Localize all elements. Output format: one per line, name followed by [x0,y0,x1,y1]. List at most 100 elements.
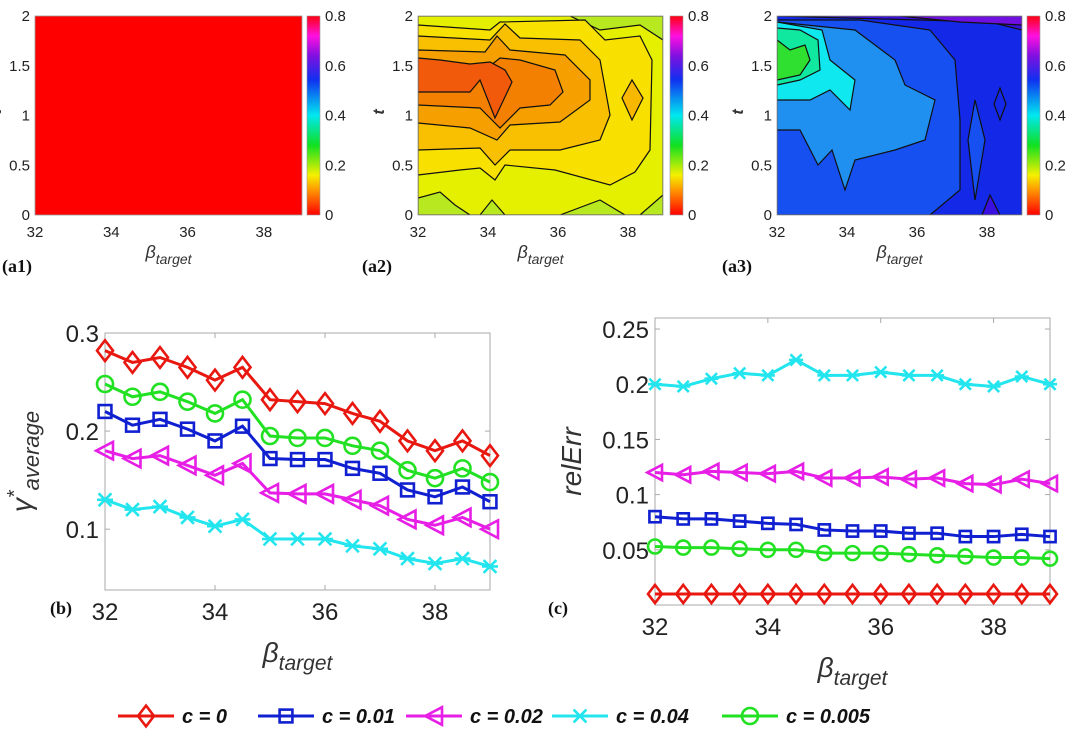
diamond-marker [815,582,833,606]
series-c-0-04 [648,353,1057,393]
y-tick-label: 0.2 [616,372,649,399]
triangle-marker [926,468,946,488]
y-tick-label: 0.05 [602,538,649,565]
triangle-marker [898,469,918,490]
triangle-marker [870,467,890,487]
series-line [654,515,1051,539]
y-tick-label: 0 [764,207,772,224]
x-marker [152,499,168,514]
triangle-marker [644,462,664,483]
colorbar-tick-label: 0.2 [1045,157,1066,174]
circle-marker [872,544,890,562]
circle-marker [370,441,390,461]
x-marker [901,368,916,382]
triangle-marker [1039,473,1059,494]
triangle-marker [230,452,252,475]
panel-a2-axes: 32 34 36 38 0 0.5 1 1.5 2 t βtarget (a2) 0 0.2 0.4 0.6 0… [362,8,709,277]
square-marker [454,479,471,495]
legend-entry: c = 0.04 [552,706,689,728]
x-label-subscript: target [887,251,924,267]
triangle-marker [478,518,500,541]
diamond-marker [702,582,721,606]
triangle-marker [813,468,833,488]
circle-marker [398,461,417,480]
y-tick-label: 0.5 [392,157,413,174]
plot-frame [654,317,1051,606]
x-marker [97,492,113,508]
diamond-marker [731,582,749,606]
colorbar-tick-label: 0.6 [1045,58,1066,75]
plot-frame [34,15,303,216]
circle-marker [759,541,777,559]
square-marker [732,514,747,529]
colorbar-tick-label: 0.4 [688,108,709,125]
diamond-marker [674,582,692,606]
triangle-marker [395,508,417,531]
square-marker [704,511,719,526]
x-marker [1014,369,1029,384]
plot-frame [776,15,1023,216]
x-tick-label: 34 [202,599,229,626]
x-marker [648,377,662,391]
square-marker [676,511,691,526]
circle-marker [703,539,720,556]
y-label-symbol: γ [6,496,37,512]
square-marker [958,529,973,544]
panel-a2 [418,16,663,215]
square-marker [124,417,141,433]
square-marker [902,526,916,541]
square-marker [789,517,803,532]
square-marker [317,451,333,468]
x-marker [845,368,860,382]
x-tick-label: 34 [103,224,120,241]
x-label-symbol: β [144,242,155,262]
diamond-marker [95,338,115,364]
x-label-subscript: target [279,652,334,675]
panel-a1 [35,16,302,215]
square-marker [482,494,498,510]
contour-level [993,86,1007,122]
square-marker [278,708,294,724]
diamond-marker [787,582,805,606]
x-label-symbol: β [817,652,834,683]
square-marker [234,418,251,434]
square-marker [845,524,860,538]
x-tick-label: 36 [909,224,926,241]
y-tick-label: 0.3 [66,321,99,348]
y-label-superscript: * [4,489,26,498]
colorbar [1026,15,1041,216]
y-tick-label: 1 [764,108,772,125]
square-marker [207,433,223,449]
y-label-subscript: average [19,411,44,491]
legend-entry: c = 0 [118,703,227,729]
x-marker [179,510,196,525]
y-tick-label: 0.1 [66,517,99,544]
diamond-marker [287,389,308,415]
legend-label: c = 0.01 [322,706,395,728]
x-axis-label: βtarget [875,242,923,267]
diamond-marker [205,367,225,393]
x-tick-label: 38 [620,224,637,241]
diamond-marker [397,428,418,454]
contour-level [899,16,1022,26]
x-label-symbol: β [262,637,279,668]
x-marker [454,551,471,566]
y-axis-label: t [0,109,5,115]
y-tick-label: 1.5 [9,58,30,75]
series-c-0 [95,338,500,469]
y-axis-label: relErr [556,426,587,496]
y-tick-label: 1 [22,108,30,125]
diamond-marker [984,582,1003,606]
circle-marker [315,428,335,448]
circle-marker [95,374,115,394]
diamond-marker [177,354,198,380]
y-tick-label: 2 [405,8,413,25]
triangle-marker [120,447,142,470]
series-c-0-02 [93,439,500,541]
square-marker [986,529,1001,544]
diamond-marker [122,349,143,375]
panel-a1-axes: 32 34 36 38 0 0.5 1 1.5 2 t βtarget (a1) 0 0.2 0.4 0.6 0… [0,8,346,277]
colorbar-tick-label: 0 [325,207,333,224]
x-marker [817,368,832,382]
